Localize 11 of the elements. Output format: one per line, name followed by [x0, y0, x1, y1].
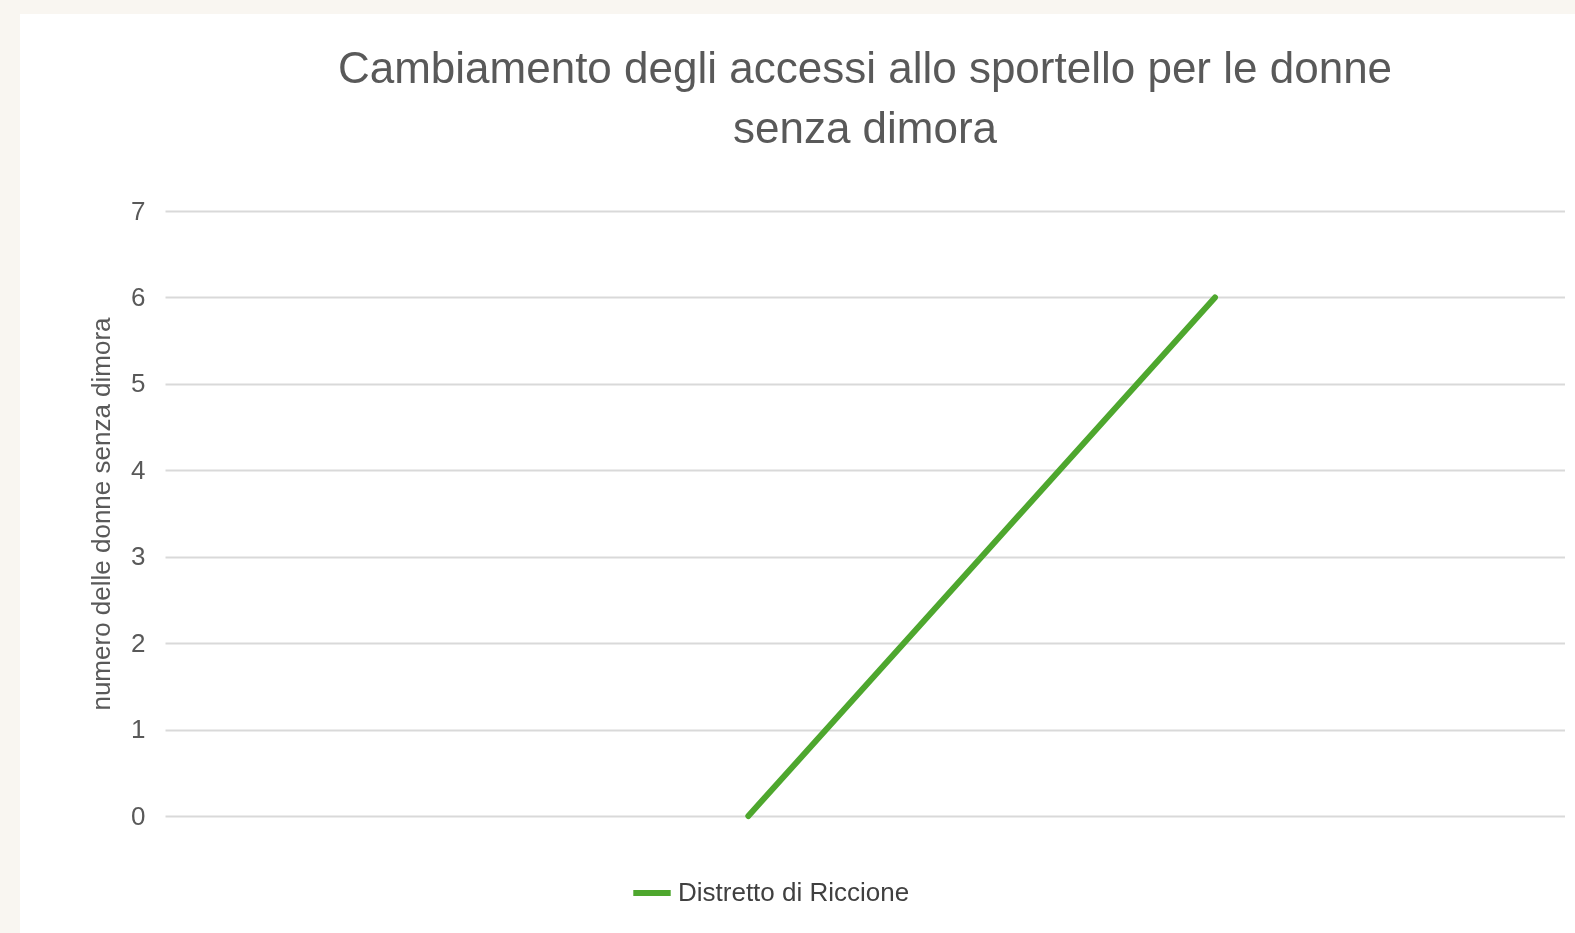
chart-title: Cambiamento degli accessi allo sportello per le donne senza dimora: [337, 43, 1393, 152]
y-tick-label: 1: [131, 714, 146, 745]
y-tick-label: 7: [131, 195, 146, 226]
y-tick-label: 0: [131, 800, 146, 831]
y-tick-label: 3: [131, 541, 146, 572]
y-axis-title: numero delle donne senza dimora: [86, 316, 117, 711]
y-tick-label: 5: [131, 368, 146, 399]
y-tick-label: 2: [131, 627, 146, 658]
y-tick-label: 6: [131, 281, 146, 312]
legend-label: Distretto di Riccione: [678, 877, 910, 907]
y-tick-label: 4: [131, 454, 146, 485]
